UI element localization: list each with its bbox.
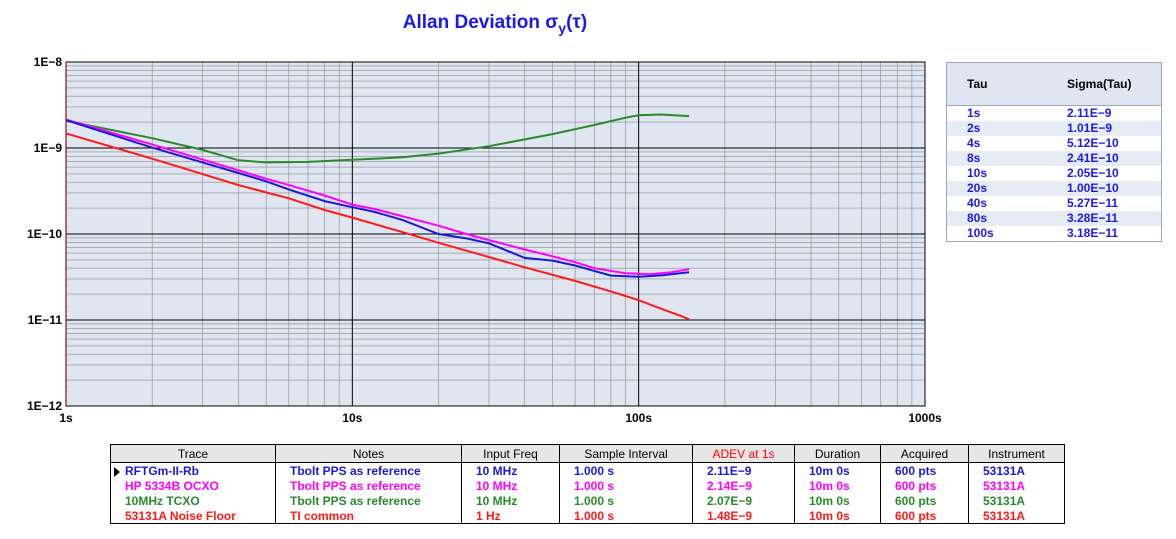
legend-cell: 2.11E−9 bbox=[692, 462, 795, 478]
sigma-value: 2.41E−10 bbox=[1067, 151, 1119, 165]
tau-row: 40s 5.27E−11 bbox=[947, 196, 1161, 211]
tau-column-header: Tau bbox=[967, 77, 988, 91]
tau-table-rows: 1s 2.11E−9 2s 1.01E−9 4s 5.12E−10 8s 2.41E−10 10… bbox=[947, 106, 1161, 241]
tau-value: 8s bbox=[967, 151, 981, 165]
legend-cell: 1.000 s bbox=[559, 478, 693, 493]
legend-cell: Tbolt PPS as reference bbox=[275, 462, 462, 478]
series-line-1 bbox=[65, 113, 690, 164]
tau-value: 1s bbox=[967, 106, 981, 120]
series-line-2 bbox=[65, 118, 690, 276]
tau-value: 10s bbox=[967, 166, 988, 180]
legend-cell: 53131A bbox=[968, 508, 1065, 524]
tau-value: 100s bbox=[967, 226, 994, 240]
tau-value: 80s bbox=[967, 211, 988, 225]
chart-title: Allan Deviation σy(τ) bbox=[402, 12, 588, 36]
legend-cell: 600 pts bbox=[880, 462, 969, 478]
legend-cell: 600 pts bbox=[880, 508, 969, 524]
tau-row: 2s 1.01E−9 bbox=[947, 121, 1161, 136]
sigma-value: 3.18E−11 bbox=[1067, 226, 1119, 240]
legend-row[interactable]: 10MHz TCXO Tbolt PPS as reference 10 MHz 1.… bbox=[111, 493, 1065, 508]
legend-cell: 600 pts bbox=[880, 493, 969, 508]
sigma-value: 1.01E−9 bbox=[1067, 121, 1113, 135]
legend-header-cell: Sample Interval bbox=[559, 444, 693, 463]
legend-cell: 53131A Noise Floor bbox=[125, 508, 236, 523]
legend-cell: HP 5334B OCXO bbox=[125, 478, 219, 493]
legend-cell: 53131A bbox=[968, 493, 1065, 508]
sigma-value: 3.28E−11 bbox=[1067, 211, 1119, 225]
sigma-value: 2.11E−9 bbox=[1067, 106, 1112, 120]
y-tick-label: 1E−11 bbox=[28, 313, 63, 327]
tau-value: 40s bbox=[967, 196, 988, 210]
legend-cell: 10 MHz bbox=[461, 478, 560, 493]
series-line-4 bbox=[65, 132, 690, 321]
x-tick-label: 1s bbox=[59, 411, 73, 425]
x-tick-label: 10s bbox=[342, 411, 362, 425]
legend-row[interactable]: HP 5334B OCXO Tbolt PPS as reference 10 MH… bbox=[111, 478, 1065, 493]
y-tick-label: 1E−10 bbox=[27, 227, 62, 241]
legend-cell: RFTGm-II-Rb bbox=[125, 463, 199, 478]
legend-cell: 600 pts bbox=[880, 478, 969, 493]
y-tick-label: 1E−12 bbox=[27, 399, 62, 413]
legend-cell: 53131A bbox=[968, 462, 1065, 478]
sigma-column-header: Sigma(Tau) bbox=[1067, 77, 1132, 91]
tau-value: 4s bbox=[967, 136, 981, 150]
legend-cell: 1.000 s bbox=[559, 493, 693, 508]
sigma-value: 5.12E−10 bbox=[1067, 136, 1119, 150]
legend-header-cell: Input Freq bbox=[461, 444, 560, 463]
tau-value: 20s bbox=[967, 181, 988, 195]
y-tick-label: 1E−9 bbox=[34, 141, 63, 155]
tau-row: 20s 1.00E−10 bbox=[947, 181, 1161, 196]
allan-deviation-plot: 1s 10s 100s 1000s 1E−8 1E−9 1E−10 1E−11 1E−12 bbox=[27, 55, 942, 425]
legend-row[interactable]: RFTGm-II-Rb Tbolt PPS as reference 10 MHz 1… bbox=[111, 462, 1065, 478]
legend-cell: 2.14E−9 bbox=[692, 478, 795, 493]
legend-cell: TI common bbox=[275, 508, 462, 524]
sigma-value: 5.27E−11 bbox=[1067, 196, 1119, 210]
legend-cell: 1.48E−9 bbox=[692, 508, 795, 524]
legend-header-row: Trace Notes Input Freq Sample Interval ADEV … bbox=[110, 444, 1065, 463]
legend-cell: 1.000 s bbox=[559, 462, 693, 478]
y-tick-label: 1E−8 bbox=[34, 55, 63, 69]
legend-cell: 1.000 s bbox=[559, 508, 693, 524]
legend-cell: 10 MHz bbox=[461, 462, 560, 478]
tau-value: 2s bbox=[967, 121, 981, 135]
selected-trace-marker-icon bbox=[114, 467, 120, 477]
legend-header-cell: Trace bbox=[110, 444, 276, 463]
legend-cell: 10m 0s bbox=[794, 493, 881, 508]
tau-row: 10s 2.05E−10 bbox=[947, 166, 1161, 181]
sigma-value: 1.00E−10 bbox=[1067, 181, 1119, 195]
tau-row: 80s 3.28E−11 bbox=[947, 211, 1161, 226]
legend-cell: Tbolt PPS as reference bbox=[275, 493, 462, 508]
legend-cell: 10 MHz bbox=[461, 493, 560, 508]
series-line-3 bbox=[65, 119, 690, 278]
tau-row: 1s 2.11E−9 bbox=[947, 106, 1161, 121]
legend-cell: 1 Hz bbox=[461, 508, 560, 524]
legend-cell: 10MHz TCXO bbox=[125, 493, 200, 508]
legend-cell: 53131A bbox=[968, 478, 1065, 493]
legend-cell: 10m 0s bbox=[794, 508, 881, 524]
legend-row[interactable]: 53131A Noise Floor TI common 1 Hz 1.000 s 1.… bbox=[111, 508, 1065, 524]
legend-header-cell: Notes bbox=[275, 444, 462, 463]
tau-row: 4s 5.12E−10 bbox=[947, 136, 1161, 151]
x-tick-label: 1000s bbox=[908, 411, 942, 425]
tau-table-header: Tau Sigma(Tau) bbox=[947, 63, 1161, 106]
sigma-value: 2.05E−10 bbox=[1067, 166, 1119, 180]
legend-cell: 10m 0s bbox=[794, 478, 881, 493]
trace-legend-table: Trace Notes Input Freq Sample Interval ADEV … bbox=[110, 444, 1065, 524]
legend-cell: 10m 0s bbox=[794, 462, 881, 478]
legend-cell: Tbolt PPS as reference bbox=[275, 478, 462, 493]
legend-header-cell: Duration bbox=[794, 444, 881, 463]
x-tick-label: 100s bbox=[625, 411, 652, 425]
tau-sigma-panel: Tau Sigma(Tau) 1s 2.11E−9 2s 1.01E−9 4s 5.12E… bbox=[946, 62, 1162, 242]
legend-header-cell: Acquired bbox=[880, 444, 969, 463]
legend-header-cell: ADEV at 1s bbox=[692, 444, 795, 463]
tau-row: 100s 3.18E−11 bbox=[947, 226, 1161, 241]
tau-row: 8s 2.41E−10 bbox=[947, 151, 1161, 166]
legend-header-cell: Instrument bbox=[968, 444, 1065, 463]
legend-cell: 2.07E−9 bbox=[692, 493, 795, 508]
